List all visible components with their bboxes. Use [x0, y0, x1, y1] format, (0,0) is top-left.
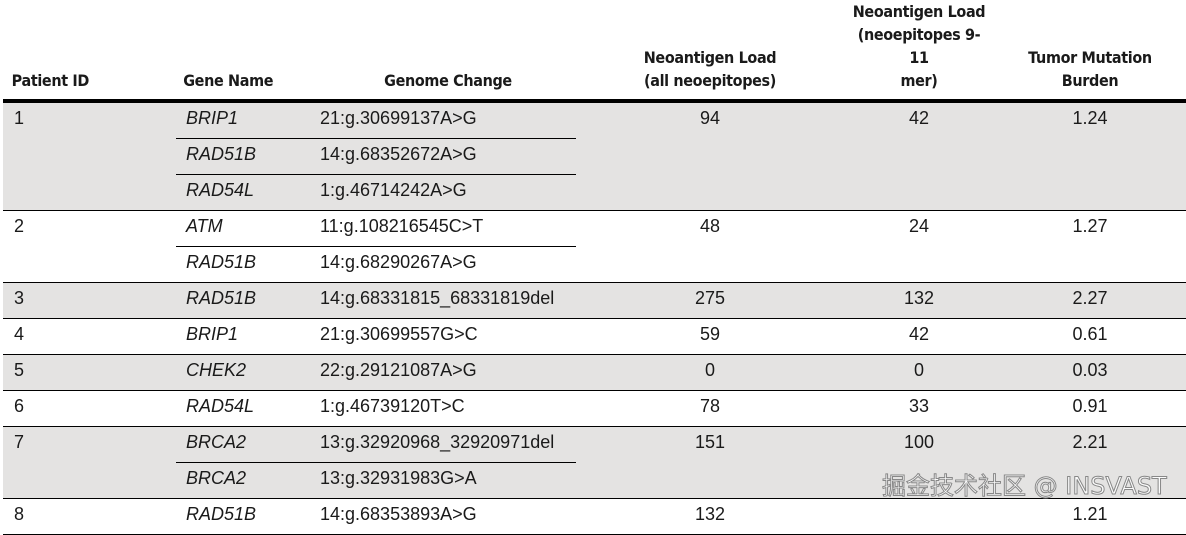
table-row: RAD51B 14:g.68352672A>G — [3, 138, 1186, 175]
table-row: BRCA2 13:g.32931983G>A — [3, 462, 1186, 499]
gene-name-cell: RAD51B — [176, 282, 320, 319]
neoantigen-9-11-cell: 132 — [844, 282, 994, 319]
genome-change-cell: 22:g.29121087A>G — [320, 354, 576, 391]
gene-name-cell: RAD51B — [186, 504, 257, 524]
genome-change-cell: 14:g.68352672A>G — [320, 138, 576, 175]
table-row: RAD54L 1:g.46714242A>G — [3, 174, 1186, 211]
gene-name-cell: BRCA2 — [176, 426, 320, 463]
genome-change-cell: 21:g.30699557G>C — [320, 324, 478, 344]
header-neoantigen-all: Neoantigen Load (all neoepitopes) — [643, 48, 777, 90]
gene-name-cell: RAD51B — [176, 246, 320, 283]
tmb-cell: 1.24 — [994, 101, 1186, 211]
genome-change-cell: 14:g.68353893A>G — [320, 504, 477, 524]
genome-change-cell: 1:g.46739120T>C — [320, 396, 465, 416]
gene-name-cell: CHEK2 — [176, 354, 320, 391]
table-row: RAD51B 14:g.68290267A>G — [3, 246, 1186, 283]
patient-id-cell: 2 — [14, 216, 25, 236]
neoantigen-all-cell: 0 — [576, 354, 844, 391]
patient-id-cell: 6 — [14, 396, 25, 416]
tmb-cell: 2.27 — [994, 282, 1186, 319]
gene-name-cell: BRIP1 — [186, 324, 239, 344]
patient-group: 8 RAD51B 14:g.68353893A>G 132 1.21 — [3, 499, 1186, 535]
patient-group: 1 BRIP1 21:g.30699137A>G 94 42 1.24 RAD51B 14:g… — [3, 101, 1186, 211]
header-row: Patient ID Gene Name Genome Change Neoan… — [3, 0, 1186, 101]
gene-name-cell: BRCA2 — [176, 462, 320, 499]
genome-change-cell: 14:g.68290267A>G — [320, 246, 576, 283]
neoantigen-all-cell: 151 — [576, 426, 844, 499]
genome-change-cell: 14:g.68331815_68331819del — [320, 282, 576, 319]
patient-group: 5 CHEK2 22:g.29121087A>G 0 0 0.03 — [3, 354, 1186, 391]
header-gene-name: Gene Name — [183, 71, 274, 90]
neoantigen-all-cell: 78 — [699, 396, 721, 416]
patient-id-cell: 8 — [14, 504, 25, 524]
patient-id-cell: 1 — [3, 101, 176, 211]
tmb-cell: 0.61 — [1072, 324, 1108, 344]
table-row: 2 ATM 11:g.108216545C>T 48 24 1.27 — [3, 211, 1186, 247]
table-row: 1 BRIP1 21:g.30699137A>G 94 42 1.24 — [3, 101, 1186, 211]
genome-change-cell: 1:g.46714242A>G — [320, 174, 576, 211]
genome-change-cell: 21:g.30699137A>G — [320, 101, 576, 139]
tmb-cell: 0.03 — [994, 354, 1186, 391]
tmb-cell: 2.21 — [994, 426, 1186, 499]
table-row: 7 BRCA2 13:g.32920968_32920971del 151 100 2.2… — [3, 426, 1186, 499]
neoantigen-all-cell: 48 — [699, 216, 721, 236]
neoantigen-all-cell: 94 — [576, 101, 844, 211]
patient-id-cell: 4 — [14, 324, 25, 344]
table-row: 5 CHEK2 22:g.29121087A>G 0 0 0.03 — [3, 354, 1186, 391]
gene-name-cell: RAD54L — [176, 174, 320, 211]
patient-group: 4 BRIP1 21:g.30699557G>C 59 42 0.61 — [3, 319, 1186, 355]
table-row: 8 RAD51B 14:g.68353893A>G 132 1.21 — [3, 499, 1186, 535]
patient-group: 6 RAD54L 1:g.46739120T>C 78 33 0.91 — [3, 391, 1186, 427]
header-neoantigen-9-11: Neoantigen Load (neoepitopes 9-11 mer) — [852, 2, 986, 90]
neoantigen-all-cell: 132 — [694, 504, 726, 524]
watermark: 掘金技术社区 @ INSVAST — [882, 472, 1168, 501]
genome-change-cell: 13:g.32931983G>A — [320, 462, 576, 499]
patient-group: 7 BRCA2 13:g.32920968_32920971del 151 100 2.2… — [3, 426, 1186, 499]
patient-group: 3 RAD51B 14:g.68331815_68331819del 275 132 2.… — [3, 282, 1186, 319]
neoantigen-9-11-cell: 33 — [908, 396, 930, 416]
header-tmb: Tumor Mutation Burden — [1028, 48, 1152, 90]
gene-name-cell: BRIP1 — [176, 101, 320, 139]
neoantigen-9-11-cell: 42 — [844, 101, 994, 211]
neoantigen-all-cell: 275 — [576, 282, 844, 319]
mutation-table: Patient ID Gene Name Genome Change Neoan… — [3, 0, 1186, 535]
gene-name-cell: ATM — [186, 216, 223, 236]
neoantigen-9-11-cell — [844, 499, 994, 535]
neoantigen-9-11-cell: 0 — [844, 354, 994, 391]
table-row: 4 BRIP1 21:g.30699557G>C 59 42 0.61 — [3, 319, 1186, 355]
header-patient-id: Patient ID — [11, 71, 90, 90]
header-genome-change: Genome Change — [384, 71, 512, 90]
gene-name-cell: RAD51B — [176, 138, 320, 175]
patient-group: 2 ATM 11:g.108216545C>T 48 24 1.27 RAD51B 14:g.… — [3, 211, 1186, 283]
table-row: 3 RAD51B 14:g.68331815_68331819del 275 132 2.… — [3, 282, 1186, 319]
tmb-cell: 1.21 — [1072, 504, 1108, 524]
patient-id-cell: 7 — [3, 426, 176, 499]
table-row: 6 RAD54L 1:g.46739120T>C 78 33 0.91 — [3, 391, 1186, 427]
gene-name-cell: RAD54L — [186, 396, 255, 416]
patient-id-cell: 5 — [3, 354, 176, 391]
neoantigen-9-11-cell: 24 — [908, 216, 930, 236]
neoantigen-9-11-cell: 42 — [908, 324, 930, 344]
neoantigen-9-11-cell: 100 — [844, 426, 994, 499]
tmb-cell: 0.91 — [1072, 396, 1108, 416]
neoantigen-all-cell: 59 — [699, 324, 721, 344]
genome-change-cell: 13:g.32920968_32920971del — [320, 426, 576, 463]
genome-change-cell: 11:g.108216545C>T — [320, 216, 484, 236]
tmb-cell: 1.27 — [1072, 216, 1108, 236]
patient-id-cell: 3 — [3, 282, 176, 319]
